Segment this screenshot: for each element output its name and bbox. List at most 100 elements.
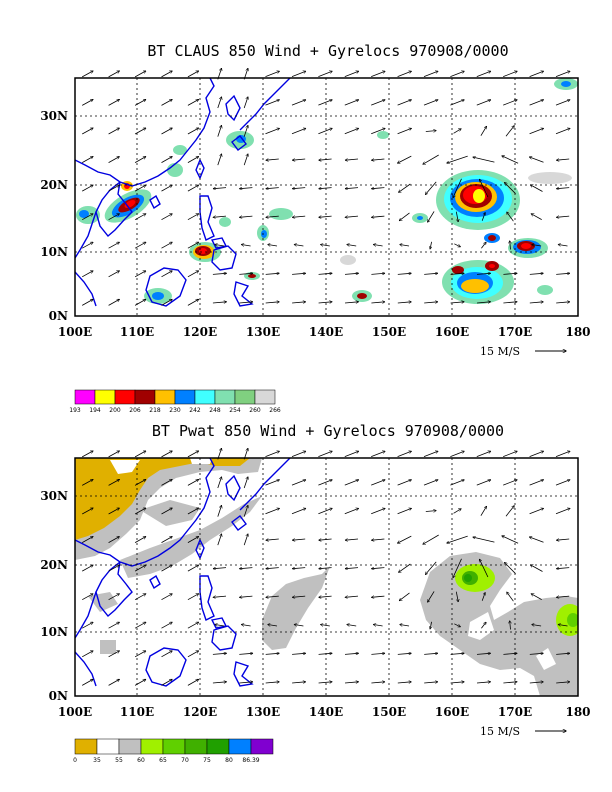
wind-arrow <box>529 273 543 274</box>
wind-arrow <box>291 451 306 457</box>
indochina-coastline <box>95 181 133 238</box>
ytick-label: 10N <box>40 625 68 639</box>
wind-arrow <box>134 271 146 278</box>
wind-arrow <box>187 565 199 572</box>
wind-arrow <box>268 245 278 247</box>
wind-arrow <box>399 563 411 572</box>
sumatra-coast <box>75 271 97 307</box>
wind-arrow <box>161 100 173 106</box>
reference-vector: 15 M/S <box>480 725 566 738</box>
wind-arrow <box>291 508 306 515</box>
wind-arrow <box>187 100 199 106</box>
wind-arrow <box>476 480 491 486</box>
wind-arrow <box>239 682 252 683</box>
colorbar-label: 193 <box>69 407 81 414</box>
wind-arrow <box>82 480 93 486</box>
xtick-label: 130E <box>246 705 280 719</box>
wind-arrow <box>212 273 226 274</box>
wind-arrow <box>371 302 384 303</box>
wind-arrow <box>372 188 385 189</box>
wind-arrow <box>213 216 227 217</box>
wind-arrow <box>481 593 485 601</box>
wind-arrow <box>134 299 146 306</box>
wind-arrow <box>108 679 120 686</box>
wind-arrow <box>555 128 570 135</box>
wind-arrow <box>265 451 280 457</box>
wind-arrow <box>292 682 305 683</box>
wind-arrow <box>397 128 412 135</box>
wind-arrow <box>399 592 410 601</box>
wind-arrow <box>450 451 464 457</box>
wind-arrow <box>161 242 173 249</box>
taiwan-coast <box>195 538 205 560</box>
wind-arrow <box>134 622 146 629</box>
colorbar-swatch <box>162 738 186 755</box>
wind-arrow <box>265 100 280 106</box>
wind-arrow <box>321 625 330 627</box>
wind-arrow <box>371 682 384 683</box>
wind-arrow <box>134 565 146 572</box>
wind-arrow <box>134 679 146 686</box>
wind-arrow <box>505 183 516 194</box>
mindanao-coast <box>211 245 237 271</box>
wind-arrow <box>503 302 516 303</box>
xtick-label: 180 <box>565 705 590 719</box>
mindanao-coast <box>211 625 237 651</box>
xtick-label: 150E <box>372 325 406 339</box>
wind-arrow <box>161 214 173 221</box>
colorbar-swatch <box>96 738 120 755</box>
wind-arrow <box>293 159 306 160</box>
wind-arrow <box>82 537 93 543</box>
wind-arrow <box>265 508 280 515</box>
wind-arrow <box>372 216 385 217</box>
wind-arrow <box>82 271 93 278</box>
wind-arrow <box>453 509 461 514</box>
wind-arrow <box>476 100 491 106</box>
wind-arrow <box>371 451 385 457</box>
wind-arrow <box>82 565 93 572</box>
xtick-label: 170E <box>498 705 532 719</box>
wind-arrow <box>134 242 146 249</box>
xtick-label: 110E <box>120 705 154 719</box>
wind-arrow <box>397 682 411 683</box>
wind-arrow <box>372 539 385 540</box>
colorbar-label: 248 <box>209 407 221 414</box>
borneo-coast <box>145 647 187 687</box>
wind-arrow <box>399 212 410 221</box>
wind-arrow <box>347 245 357 247</box>
pwat-grey-band <box>88 496 578 696</box>
wind-arrow <box>503 451 517 457</box>
wind-arrow <box>108 299 120 306</box>
wind-arrow <box>502 536 519 544</box>
wind-arrow <box>450 273 464 274</box>
wind-arrow <box>239 273 252 274</box>
wind-arrow <box>453 178 462 198</box>
wind-arrow <box>294 625 304 627</box>
indochina-coastline <box>95 561 133 618</box>
colorbar-label: 254 <box>229 407 241 414</box>
wind-arrow <box>134 128 146 135</box>
colorbar-swatch <box>250 738 274 755</box>
sumatra-coast <box>75 651 97 687</box>
xtick-label: 130E <box>246 325 280 339</box>
wind-arrow <box>319 596 332 597</box>
wind-arrow <box>318 273 332 274</box>
wind-arrow <box>187 71 199 78</box>
wind-arrow <box>424 682 437 683</box>
sulawesi-coast <box>233 661 254 687</box>
grid <box>75 458 578 696</box>
map-frame <box>74 457 579 697</box>
wind-arrow <box>398 155 412 163</box>
wind-arrow <box>480 506 487 516</box>
wind-arrow <box>266 216 279 217</box>
wind-arrow <box>555 451 570 457</box>
wind-arrow <box>450 100 464 106</box>
wind-arrow <box>529 128 544 135</box>
malay-peninsula <box>75 211 97 259</box>
wind-arrow <box>265 71 280 77</box>
wind-arrow <box>217 506 222 517</box>
wind-arrow <box>212 302 226 303</box>
wind-arrow <box>371 508 385 515</box>
wind-arrow <box>134 100 146 106</box>
wind-arrow <box>345 596 359 597</box>
